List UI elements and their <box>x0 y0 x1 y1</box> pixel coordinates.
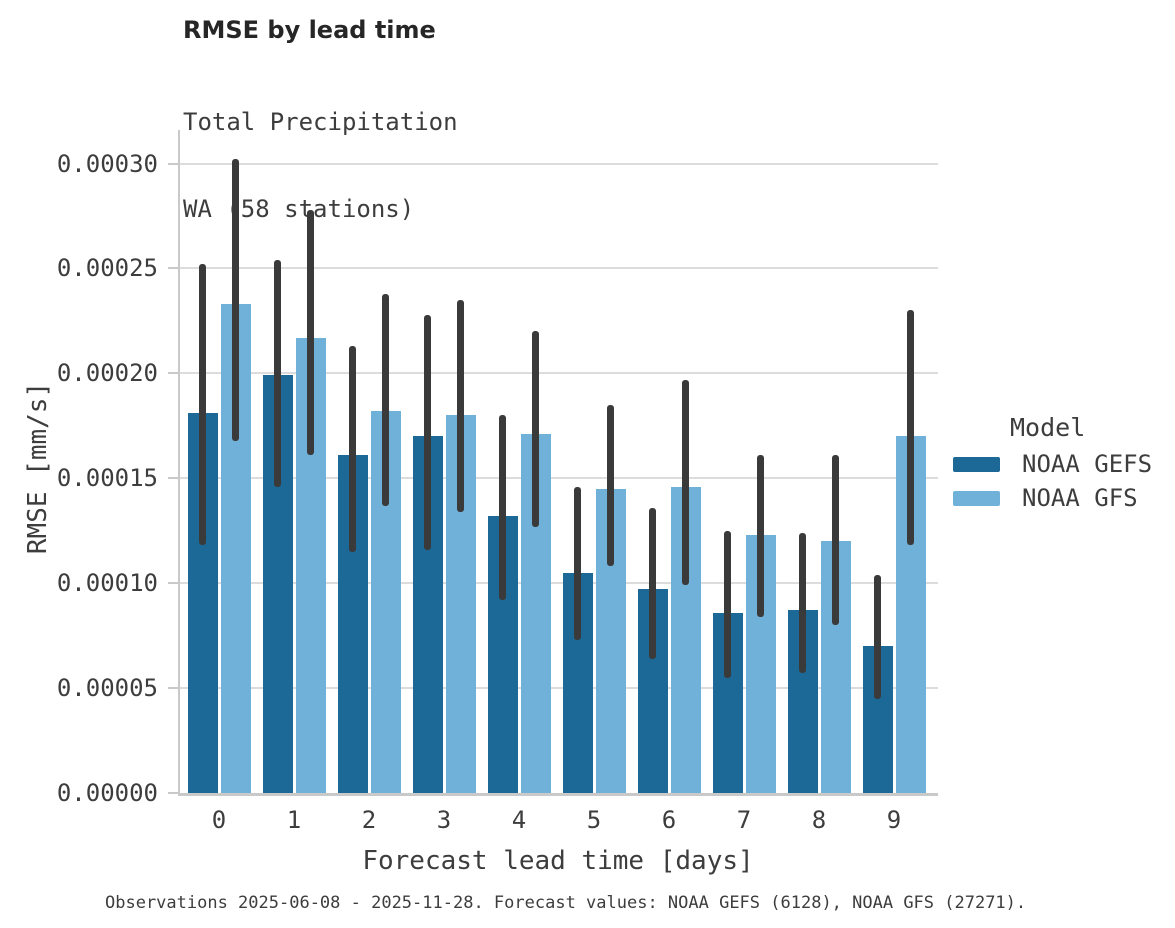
legend-swatch-noaa-gefs <box>953 456 1000 472</box>
errorbar-noaa-gefs-lead-7 <box>724 530 731 678</box>
errorbar-noaa-gefs-lead-1 <box>274 260 281 487</box>
x-tick-label-9: 9 <box>886 806 902 834</box>
errorbar-noaa-gefs-lead-9 <box>874 574 881 699</box>
gridline-0.00015 <box>178 477 938 480</box>
plot-area <box>178 130 938 793</box>
legend-label-noaa-gfs: NOAA GFS <box>1022 484 1138 512</box>
errorbar-noaa-gefs-lead-4 <box>499 415 506 600</box>
caption: Observations 2025-06-08 - 2025-11-28. Fo… <box>105 893 1027 913</box>
legend-swatch-noaa-gfs <box>953 490 1000 506</box>
errorbar-noaa-gefs-lead-8 <box>799 532 806 674</box>
y-tick-0.00010 <box>168 582 180 585</box>
subtitle-line-1: Total Precipitation <box>183 108 458 136</box>
errorbar-noaa-gefs-lead-2 <box>349 346 356 552</box>
errorbar-noaa-gfs-lead-7 <box>757 455 764 617</box>
x-tick-label-1: 1 <box>286 806 302 834</box>
x-tick-label-7: 7 <box>736 806 752 834</box>
legend-title: Model <box>1010 413 1086 442</box>
y-tick-label-0.00015: 0.00015 <box>56 464 158 493</box>
gridline-0.00030 <box>178 162 938 165</box>
y-tick-label-0.00000: 0.00000 <box>56 779 158 807</box>
errorbar-noaa-gfs-lead-8 <box>832 455 839 626</box>
legend-entry-noaa-gfs: NOAA GFS <box>953 486 1138 510</box>
legend-label-noaa-gefs: NOAA GEFS <box>1022 450 1153 478</box>
x-axis-spine <box>178 793 938 796</box>
errorbar-noaa-gfs-lead-6 <box>682 379 689 586</box>
y-tick-0.00015 <box>168 477 180 480</box>
errorbar-noaa-gfs-lead-2 <box>382 293 389 506</box>
legend-entry-noaa-gefs: NOAA GEFS <box>953 452 1152 476</box>
errorbar-noaa-gefs-lead-3 <box>424 314 431 550</box>
y-tick-label-0.00030: 0.00030 <box>56 149 158 178</box>
y-tick-label-0.00025: 0.00025 <box>56 254 158 283</box>
x-tick-label-8: 8 <box>811 806 827 834</box>
subtitle-line-2: WA (58 stations) <box>183 195 415 223</box>
y-tick-0.00020 <box>168 372 180 375</box>
gridline-0.00005 <box>178 687 938 690</box>
errorbar-noaa-gfs-lead-4 <box>532 331 539 527</box>
x-tick-label-4: 4 <box>511 806 527 834</box>
errorbar-noaa-gfs-lead-0 <box>232 159 239 441</box>
chart-subtitle: Total Precipitation WA (58 stations) <box>183 50 458 282</box>
y-tick-0.00005 <box>168 687 180 690</box>
x-tick-label-0: 0 <box>211 806 227 834</box>
errorbar-noaa-gfs-lead-3 <box>457 299 464 512</box>
gridline-0.00010 <box>178 582 938 585</box>
y-tick-0.00030 <box>168 162 180 165</box>
x-tick-label-6: 6 <box>661 806 677 834</box>
x-tick-label-5: 5 <box>586 806 602 834</box>
y-axis-spine <box>178 130 180 795</box>
chart-title: RMSE by lead time <box>183 16 436 44</box>
errorbar-noaa-gefs-lead-0 <box>199 264 206 546</box>
errorbar-noaa-gefs-lead-5 <box>574 486 581 640</box>
gridline-0.00020 <box>178 372 938 375</box>
y-tick-label-0.00010: 0.00010 <box>56 569 158 598</box>
y-tick-label-0.00020: 0.00020 <box>56 359 158 388</box>
y-tick-label-0.00005: 0.00005 <box>56 674 158 703</box>
gridline-0.00025 <box>178 267 938 270</box>
errorbar-noaa-gfs-lead-9 <box>907 310 914 546</box>
errorbar-noaa-gefs-lead-6 <box>649 507 656 659</box>
errorbar-noaa-gfs-lead-1 <box>307 209 314 456</box>
y-tick-0.00000 <box>168 792 180 794</box>
x-axis-label: Forecast lead time [days] <box>362 846 754 876</box>
errorbar-noaa-gfs-lead-5 <box>607 404 614 567</box>
x-tick-label-2: 2 <box>361 806 377 834</box>
y-tick-0.00025 <box>168 267 180 270</box>
x-tick-label-3: 3 <box>436 806 452 834</box>
